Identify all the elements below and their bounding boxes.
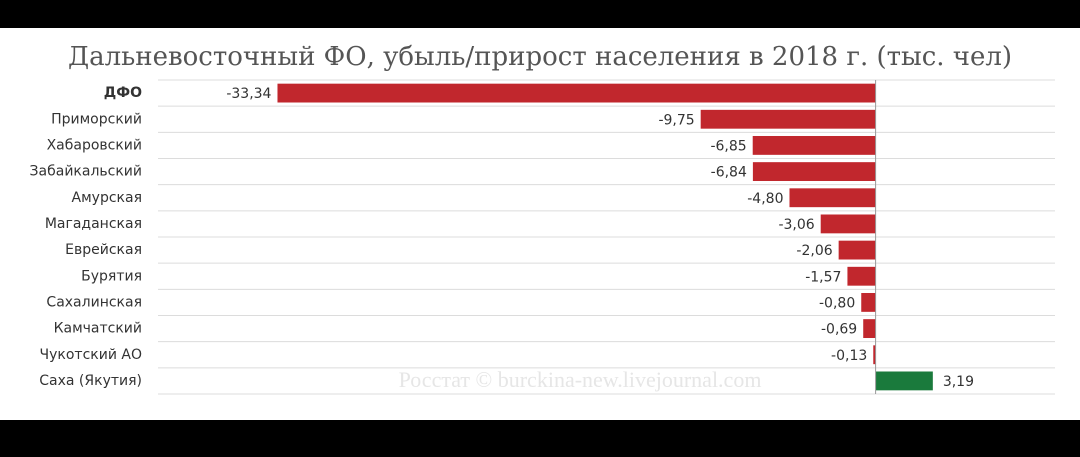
y-tick-label: Еврейская [65,242,142,258]
bar [752,162,876,182]
y-tick-label: Магаданская [45,216,142,232]
y-tick-label: Камчатский [54,321,142,337]
bar [838,240,876,260]
y-tick-label: Забайкальский [30,164,142,180]
data-label: -4,80 [747,191,783,207]
y-tick-label: Амурская [72,190,142,206]
watermark: Росстат © burckina-new.livejournal.com [399,367,762,392]
bar [875,371,933,391]
y-tick-label: Хабаровский [47,137,142,153]
bar [789,188,876,208]
data-label: -0,13 [831,348,867,364]
data-label: -2,06 [796,243,832,259]
y-tick-label: Чукотский АО [40,347,142,363]
y-tick-label: Саха (Якутия) [39,373,142,389]
bar [873,345,876,365]
bar [863,319,876,339]
y-tick-label: Бурятия [81,268,142,284]
data-label: -6,85 [710,138,746,154]
bar [847,266,876,286]
data-label: 3,19 [943,374,974,390]
y-tick-label: ДФО [104,85,142,101]
bar [700,109,876,129]
data-label: -0,80 [819,295,855,311]
bar [861,292,876,312]
data-label: -9,75 [658,112,694,128]
y-tick-label: Приморский [51,111,142,127]
chart-title: Дальневосточный ФО, убыль/прирост населе… [68,42,1012,72]
y-tick-label: Сахалинская [46,294,142,310]
bar [752,135,876,155]
data-label: -0,69 [821,322,857,338]
data-label: -33,34 [226,86,271,102]
data-label: -1,57 [805,269,841,285]
data-label: -3,06 [778,217,814,233]
bar [277,83,876,103]
bar [820,214,876,234]
data-label: -6,84 [711,165,747,181]
